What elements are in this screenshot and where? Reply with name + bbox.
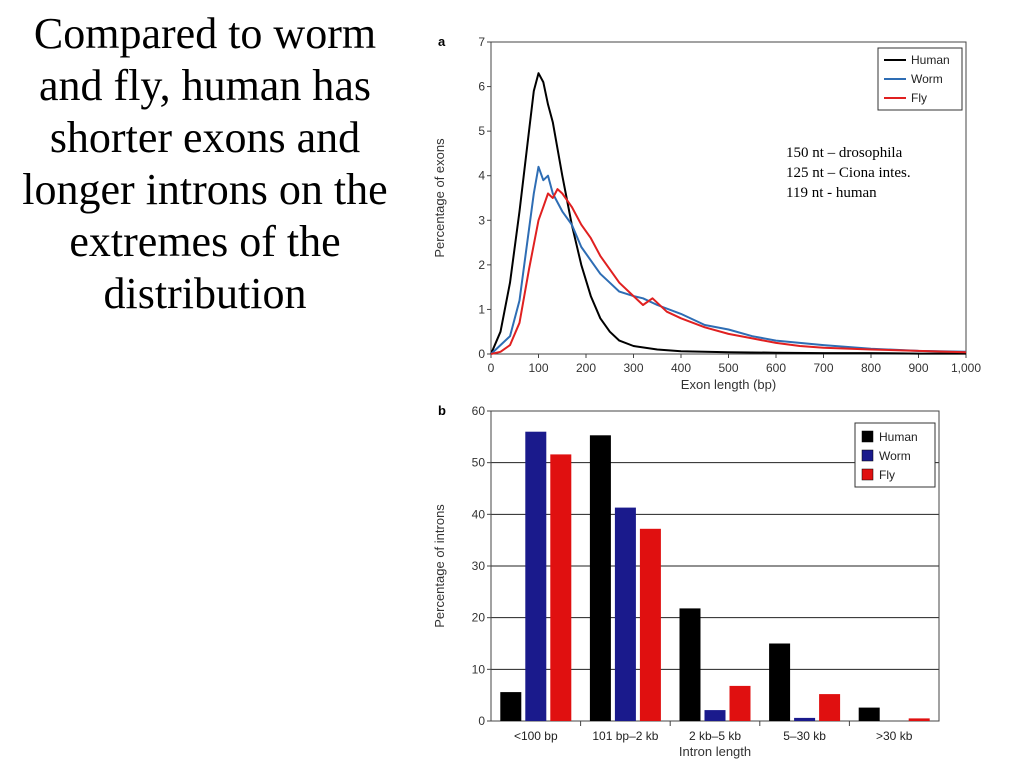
x-tick-label: 300 <box>623 361 643 375</box>
legend-swatch-worm <box>861 449 874 462</box>
series-line-worm <box>490 165 967 355</box>
y-tick-label: 40 <box>472 507 486 521</box>
y-tick-label: 1 <box>478 302 485 316</box>
x-tick-label: 800 <box>861 361 881 375</box>
bar-fly <box>639 528 661 721</box>
bar-fly <box>550 454 572 721</box>
legend-label-human: Human <box>911 53 950 67</box>
legend-swatch-human <box>861 430 874 443</box>
x-tick-label: 5–30 kb <box>783 729 826 743</box>
legend-swatch-fly <box>861 468 874 481</box>
bar-human <box>769 643 791 721</box>
y-tick-label: 0 <box>478 714 485 728</box>
y-tick-label: 20 <box>472 611 486 625</box>
annotation-line-human: 119 nt - human <box>786 185 877 201</box>
exon-length-annotation: 150 nt – drosophila 125 nt – Ciona intes… <box>786 143 911 203</box>
x-tick-label: 2 kb–5 kb <box>689 729 741 743</box>
exon-length-chart: a 0 1 2 3 4 5 6 7 0 100 200 300 400 500 600 700 800 900 1,0… <box>432 34 981 392</box>
y-tick-label: 5 <box>478 124 485 138</box>
y-tick-label: 50 <box>472 456 486 470</box>
x-tick-label: >30 kb <box>876 729 913 743</box>
bar-fly <box>819 694 841 721</box>
bar-human <box>589 435 611 721</box>
y-tick-label: 0 <box>478 347 485 361</box>
y-tick-label: 30 <box>472 559 486 573</box>
x-tick-label: 900 <box>908 361 928 375</box>
x-tick-label: <100 bp <box>514 729 558 743</box>
bar-worm <box>614 507 636 721</box>
legend-label-human: Human <box>879 430 918 444</box>
y-tick-label: 7 <box>478 35 485 49</box>
series-line-human <box>490 72 966 355</box>
x-tick-label: 1,000 <box>951 361 981 375</box>
x-axis-label: Exon length (bp) <box>681 377 776 392</box>
bar-worm <box>525 431 547 721</box>
y-tick-label: 3 <box>478 213 485 227</box>
x-tick-label: 101 bp–2 kb <box>592 729 658 743</box>
x-tick-label: 200 <box>576 361 596 375</box>
bar-fly <box>908 718 930 721</box>
series-line-fly <box>490 188 967 355</box>
bar-fly <box>729 685 751 721</box>
x-tick-label: 0 <box>488 361 495 375</box>
bar-human <box>679 608 701 721</box>
panel-label: b <box>438 403 446 418</box>
y-axis-label: Percentage of exons <box>432 138 447 258</box>
y-tick-label: 6 <box>478 80 485 94</box>
x-tick-label: 400 <box>671 361 691 375</box>
slide-title: Compared to worm and fly, human has shor… <box>22 9 388 318</box>
bar-human <box>500 692 522 721</box>
y-axis-label: Percentage of introns <box>432 504 447 628</box>
legend-label-worm: Worm <box>911 72 943 86</box>
x-tick-label: 600 <box>766 361 786 375</box>
annotation-line-drosophila: 150 nt – drosophila <box>786 145 903 161</box>
x-axis-label: Intron length <box>679 744 751 759</box>
intron-length-chart: b 0 10 20 30 40 50 60 <100 bp 101 bp–2 kb 2 kb–5 k… <box>432 403 940 759</box>
bar-human <box>858 707 880 721</box>
bar-worm <box>794 717 816 721</box>
annotation-line-ciona: 125 nt – Ciona intes. <box>786 165 911 181</box>
legend-label-fly: Fly <box>911 91 927 105</box>
x-tick-label: 500 <box>718 361 738 375</box>
y-tick-label: 2 <box>478 258 485 272</box>
legend-label-worm: Worm <box>879 449 911 463</box>
y-tick-label: 60 <box>472 404 486 418</box>
x-tick-label: 100 <box>528 361 548 375</box>
y-tick-label: 4 <box>478 169 485 183</box>
y-tick-label: 10 <box>472 662 486 676</box>
panel-label: a <box>438 34 446 49</box>
x-tick-label: 700 <box>813 361 833 375</box>
bar-worm <box>704 710 726 721</box>
legend-label-fly: Fly <box>879 468 895 482</box>
